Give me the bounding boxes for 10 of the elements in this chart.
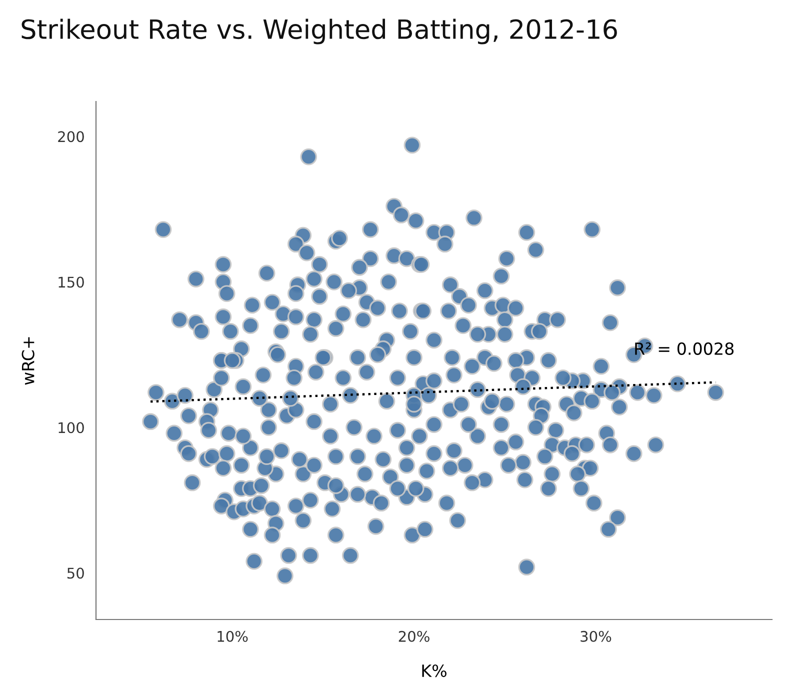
x-tick-label: 10% [218,630,248,642]
x-tick-label: 30% [580,630,612,642]
y-tick-label: 200 [58,131,84,142]
y-tick-label: 50 [67,568,84,579]
y-tick-label: 100 [58,422,84,434]
y-axis-title: wRC+ [22,337,34,385]
chart-title: Strikeout Rate vs. Weighted Batting, 2012-16 [22,18,617,44]
y-tick-label: 150 [58,276,84,288]
x-axis-title: K% [422,664,446,678]
x-tick-label: 20% [398,630,430,642]
